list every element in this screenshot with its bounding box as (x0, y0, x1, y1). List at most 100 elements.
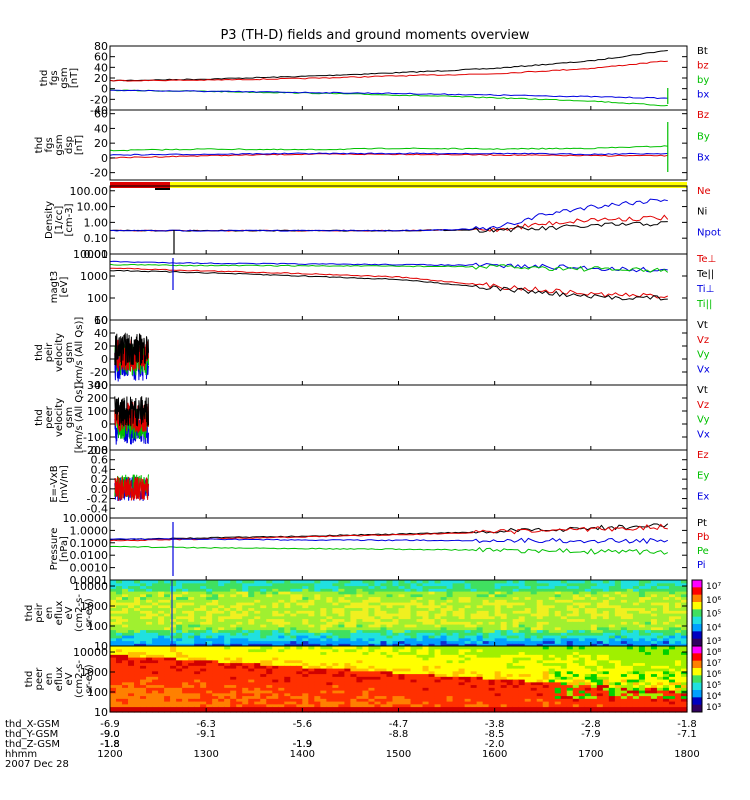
heatmap-cell (356, 709, 364, 713)
heatmap-cell (344, 602, 352, 606)
heatmap-cell (224, 626, 231, 631)
heatmap-cell (566, 676, 574, 680)
heatmap-cell (182, 582, 189, 587)
heatmap-cell (140, 676, 147, 680)
heatmap-cell (566, 599, 574, 603)
heatmap-cell (668, 651, 676, 655)
heatmap-cell (302, 593, 309, 598)
heatmap-cell (506, 651, 514, 655)
heatmap-cell (644, 604, 652, 609)
heatmap-cell (410, 635, 418, 639)
legend-Bx: Bx (697, 153, 710, 164)
heatmap-cell (608, 701, 616, 705)
heatmap-cell (428, 662, 436, 666)
heatmap-cell (398, 643, 406, 647)
heatmap-cell (248, 670, 255, 675)
heatmap-cell (152, 646, 159, 650)
heatmap-cell (146, 687, 153, 691)
heatmap-cell (170, 624, 177, 628)
heatmap-cell (584, 670, 592, 675)
xaxis-value: -4.7 (389, 719, 409, 730)
heatmap-cell (584, 607, 592, 611)
heatmap-cell (536, 659, 544, 664)
heatmap-cell (596, 673, 604, 677)
heatmap-cell (194, 692, 201, 697)
heatmap-cell (584, 618, 592, 622)
heatmap-cell (212, 615, 219, 620)
heatmap-cell (590, 643, 598, 647)
heatmap-cell (284, 670, 291, 675)
heatmap-cell (200, 709, 207, 713)
heatmap-cell (668, 585, 676, 589)
heatmap-cell (122, 637, 129, 642)
heatmap-cell (248, 654, 255, 658)
heatmap-cell (608, 580, 616, 584)
heatmap-cell (578, 613, 586, 617)
heatmap-cell (440, 657, 448, 661)
heatmap-cell (542, 657, 550, 661)
heatmap-cell (572, 659, 580, 664)
heatmap-cell (632, 607, 640, 611)
heatmap-cell (506, 687, 514, 691)
heatmap-cell (236, 692, 243, 697)
heatmap-cell (422, 613, 430, 617)
heatmap-cell (338, 629, 346, 633)
y-tick-label: 100 (87, 405, 108, 418)
heatmap-cell (224, 591, 231, 595)
heatmap-cell (302, 613, 309, 617)
heatmap-cell (392, 668, 400, 672)
heatmap-cell (290, 599, 297, 603)
heatmap-cell (332, 580, 339, 584)
heatmap-cell (482, 690, 490, 694)
heatmap-cell (386, 692, 394, 697)
heatmap-cell (350, 588, 358, 592)
heatmap-cell (308, 646, 315, 650)
heatmap-cell (470, 618, 478, 622)
heatmap-cell (284, 698, 291, 702)
heatmap-cell (518, 626, 526, 631)
heatmap-cell (176, 618, 183, 622)
heatmap-cell (188, 662, 195, 666)
heatmap-cell (590, 648, 598, 653)
heatmap-cell (392, 599, 400, 603)
heatmap-cell (674, 706, 682, 710)
heatmap-cell (362, 681, 370, 686)
heatmap-cell (668, 618, 676, 622)
heatmap-cell (236, 703, 243, 708)
heatmap-cell (422, 665, 430, 669)
heatmap-cell (590, 629, 598, 633)
heatmap-cell (656, 585, 664, 589)
heatmap-cell (248, 646, 255, 650)
heatmap-cell (308, 629, 315, 633)
heatmap-cell (602, 648, 610, 653)
heatmap-cell (224, 621, 231, 625)
heatmap-cell (332, 687, 339, 691)
heatmap-cell (368, 640, 376, 644)
heatmap-cell (248, 684, 255, 688)
heatmap-cell (392, 665, 400, 669)
heatmap-cell (596, 596, 604, 600)
heatmap-cell (446, 599, 454, 603)
heatmap-cell (266, 684, 273, 688)
heatmap-cell (194, 673, 201, 677)
heatmap-cell (218, 582, 225, 587)
heatmap-cell (200, 654, 207, 658)
heatmap-cell (494, 588, 502, 592)
heatmap-cell (560, 657, 568, 661)
heatmap-cell (548, 673, 556, 677)
heatmap-cell (242, 679, 249, 683)
heatmap-cell (266, 701, 273, 705)
heatmap-cell (218, 692, 225, 697)
heatmap-cell (230, 613, 237, 617)
heatmap-cell (416, 637, 424, 642)
heatmap-cell (344, 626, 352, 631)
heatmap-cell (194, 610, 201, 614)
heatmap-cell (560, 690, 568, 694)
heatmap-cell (614, 665, 622, 669)
heatmap-cell (380, 676, 388, 680)
heatmap-cell (572, 604, 580, 609)
heatmap-cell (290, 692, 297, 697)
heatmap-cell (278, 679, 285, 683)
heatmap-cell (548, 684, 556, 688)
heatmap-cell (548, 613, 556, 617)
